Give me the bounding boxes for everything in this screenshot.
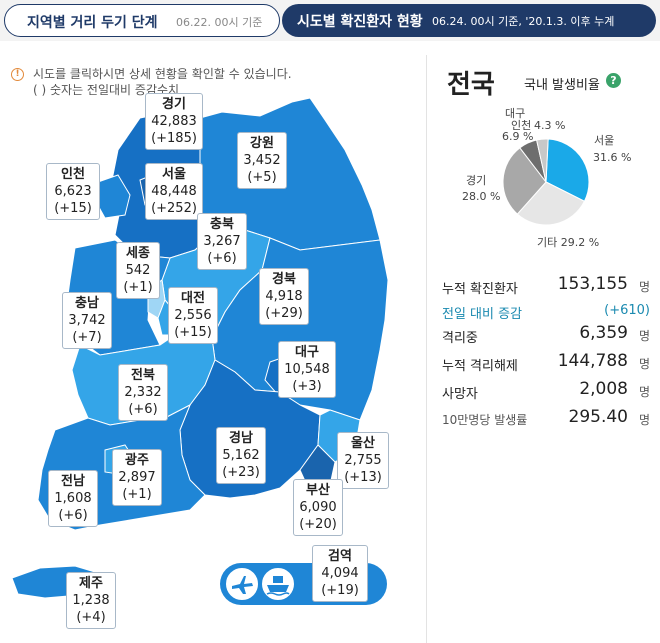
pie-label-incheon-value: 6.9 % [502,130,534,143]
region-label-quarantine[interactable]: 검역 4,094 (+19) [312,545,368,602]
ship-icon [261,567,295,601]
pie-label-daegu-name: 대구 [505,107,526,120]
region-label-jeju[interactable]: 제주 1,238 (+4) [66,572,116,629]
tab-distancing-title: 지역별 거리 두기 단계 [27,15,158,31]
pie-label-seoul-name: 서울 [594,134,615,147]
stat-row-daily-change: 전일 대비 증감 (+610) [442,303,650,322]
question-icon[interactable]: ? [606,73,621,88]
pie-label-etc: 기타 29.2 % [537,236,600,249]
region-label-daejeon[interactable]: 대전 2,556 (+15) [168,287,218,344]
panel-divider [426,55,427,643]
stat-row-deaths: 사망자 2,008 명 [442,379,650,402]
pie-slice-4 [536,138,549,183]
region-label-sejong[interactable]: 세종 542 (+1) [116,242,160,299]
region-label-gyeongbuk[interactable]: 경북 4,918 (+29) [259,268,309,325]
panel-title: 전국 [447,70,495,100]
tab-region-cases-title: 시도별 확진환자 현황 [297,14,423,30]
tab-region-cases-date: 06.24. 00시 기준, '20.1.3. 이후 누계 [432,15,615,28]
region-label-jeonnam[interactable]: 전남 1,608 (+6) [48,470,98,527]
domestic-ratio-pie [502,138,590,226]
region-label-seoul[interactable]: 서울 48,448 (+252) [145,163,203,220]
region-label-gangwon[interactable]: 강원 3,452 (+5) [237,132,287,189]
tab-region-cases[interactable]: 시도별 확진환자 현황 06.24. 00시 기준, '20.1.3. 이후 누… [282,4,656,37]
stat-row-incidence: 10만명당 발생률 295.40 명 [442,407,650,427]
pie-label-seoul-value: 31.6 % [593,151,632,164]
pie-slice-2 [502,147,547,215]
tab-bar: 지역별 거리 두기 단계 06.22. 00시 기준 시도별 확진환자 현황 0… [0,0,660,41]
region-label-gyeongnam[interactable]: 경남 5,162 (+23) [216,427,266,484]
pie-label-daegu-value: 4.3 % [534,119,566,132]
region-label-gyeonggi[interactable]: 경기 42,883 (+185) [145,93,203,150]
region-label-ulsan[interactable]: 울산 2,755 (+13) [337,432,389,489]
region-label-daegu[interactable]: 대구 10,548 (+3) [278,341,336,398]
pie-slice-1 [516,181,586,226]
region-label-chungnam[interactable]: 충남 3,742 (+7) [62,292,112,349]
pie-label-gyeonggi-name: 경기 [466,174,487,187]
region-label-jeonbuk[interactable]: 전북 2,332 (+6) [118,364,168,421]
airplane-icon [225,567,259,601]
tab-distancing-date: 06.22. 00시 기준 [176,16,263,29]
tab-distancing-level[interactable]: 지역별 거리 두기 단계 06.22. 00시 기준 [4,4,280,37]
pie-slice-0 [545,138,590,202]
region-label-chungbuk[interactable]: 충북 3,267 (+6) [197,213,247,270]
region-label-gwangju[interactable]: 광주 2,897 (+1) [112,449,162,506]
stat-row-total: 누적 확진환자 153,155 명 [442,274,650,297]
stat-row-isolating: 격리중 6,359 명 [442,323,650,346]
domestic-ratio-label: 국내 발생비율 [524,78,600,93]
info-note: ( ) 숫자는 전일대비 증감수치 [33,83,180,97]
info-text: 시도를 클릭하시면 상세 현황을 확인할 수 있습니다. [33,67,292,81]
stat-row-released: 누적 격리해제 144,788 명 [442,351,650,374]
pie-label-gyeonggi-value: 28.0 % [462,190,501,203]
pie-label-incheon-name: 인천 [511,119,532,132]
info-icon: ! [11,68,24,81]
region-label-busan[interactable]: 부산 6,090 (+20) [293,479,343,536]
region-gyeongbuk-shape[interactable] [211,237,389,421]
region-label-incheon[interactable]: 인천 6,623 (+15) [46,163,100,220]
